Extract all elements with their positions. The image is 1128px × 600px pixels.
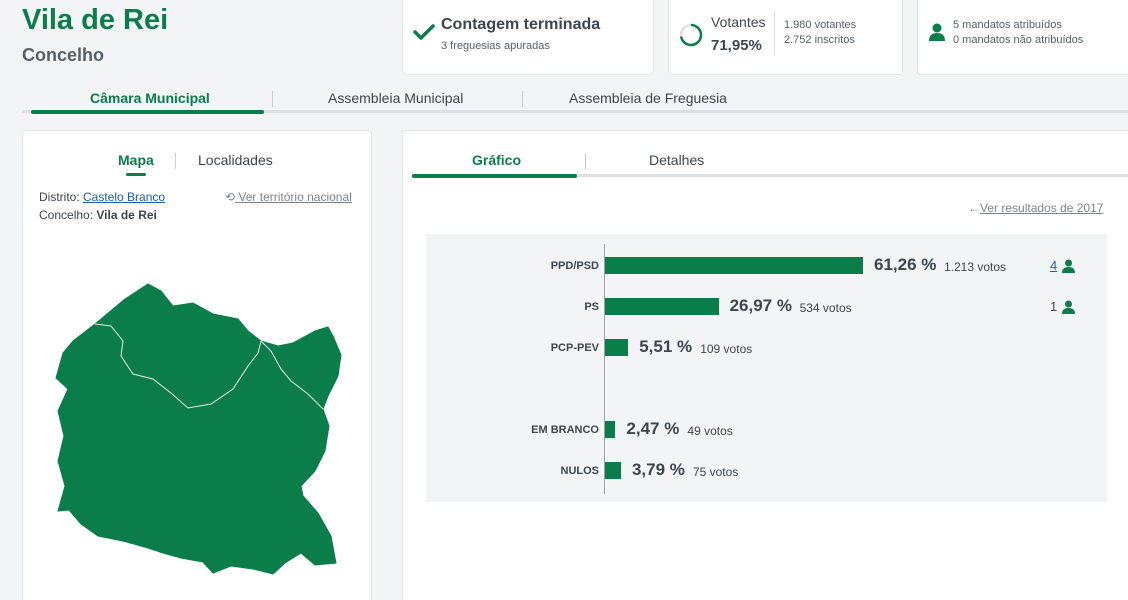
mandates-count-ppd-psd[interactable]: 4 [1050, 258, 1058, 273]
map-panel: Mapa Localidades Distrito: Castelo Branc… [22, 130, 372, 600]
status-title: Contagem terminada [441, 16, 601, 33]
tab-assembleia-municipal[interactable]: Assembleia Municipal [328, 90, 464, 106]
bar-ppd-psd [605, 257, 863, 274]
council-line: Concelho: Vila de Rei [39, 208, 157, 222]
percent-label-ps: 26,97 % [729, 296, 792, 315]
party-label-pcp-pev: PCP-PEV [550, 342, 599, 354]
subtab-separator [585, 153, 586, 169]
mandates-card: 5 mandatos atribuídos 0 mandatos não atr… [917, 0, 1128, 75]
person-icon [1062, 300, 1075, 314]
mandates-assigned: 5 mandatos atribuídos [953, 19, 1062, 31]
previous-results-link[interactable]: ←Ver resultados de 2017 [968, 201, 1103, 215]
voters-percent: 71,95% [711, 37, 762, 54]
party-label-ps: PS [584, 301, 599, 313]
status-card: Contagem terminada 3 freguesias apuradas [402, 0, 654, 75]
percent-label-pcp-pev: 5,51 % [639, 337, 693, 356]
municipality-map[interactable] [53, 281, 343, 576]
votes-label-ppd-psd: 1.213 votos [944, 260, 1007, 274]
mandates-count-ps: 1 [1050, 299, 1058, 314]
national-territory-label: Ver território nacional [238, 190, 352, 204]
status-subtitle: 3 freguesias apuradas [441, 40, 550, 52]
page-title: Vila de Rei [22, 4, 169, 36]
council-value: Vila de Rei [96, 208, 157, 222]
chart-area [426, 234, 1107, 502]
tab-assembleia-freguesia[interactable]: Assembleia de Freguesia [569, 90, 727, 106]
percent-label-ppd-psd: 61,26 % [874, 255, 937, 274]
party-label-em-branco: EM BRANCO [531, 424, 599, 436]
tab-localidades[interactable]: Localidades [198, 152, 273, 168]
district-label: Distrito: [39, 190, 80, 204]
tabs-divider [22, 110, 1128, 113]
votes-label-em-branco: 49 votos [687, 424, 733, 438]
percent-label-nulos: 3,79 % [631, 460, 685, 479]
voters-card: Votantes 71,95% 1.980 votantes 2.752 ins… [668, 0, 903, 75]
active-tab-indicator [31, 110, 264, 114]
active-subtab-indicator [412, 174, 577, 178]
divider [774, 11, 775, 55]
tab-camara-municipal[interactable]: Câmara Municipal [90, 90, 210, 106]
active-subtab-indicator [126, 173, 146, 176]
bar-ps [605, 298, 719, 315]
tab-mapa[interactable]: Mapa [118, 152, 154, 168]
tab-grafico[interactable]: Gráfico [472, 152, 522, 168]
votes-label-ps: 534 votos [799, 301, 852, 315]
registered-count: 2.752 inscritos [784, 34, 855, 46]
chart-axis [604, 244, 605, 494]
district-link[interactable]: Castelo Branco [83, 190, 166, 204]
council-label: Concelho: [39, 208, 94, 222]
person-icon [929, 23, 945, 41]
district-line: Distrito: Castelo Branco [39, 190, 165, 204]
bar-em-branco [605, 421, 616, 438]
national-territory-link[interactable]: ⟲ Ver território nacional [225, 190, 352, 204]
percent-label-em-branco: 2,47 % [626, 419, 680, 438]
subtabs-divider [412, 174, 1128, 177]
bar-nulos [605, 462, 621, 479]
voters-count: 1.980 votantes [784, 19, 857, 31]
map-region-fill [55, 283, 342, 575]
arrow-left-icon: ← [968, 201, 980, 215]
parish-border [260, 340, 324, 410]
check-icon [413, 24, 435, 40]
voters-label: Votantes [711, 14, 766, 30]
tab-detalhes[interactable]: Detalhes [649, 152, 705, 168]
votes-label-pcp-pev: 109 votos [700, 342, 753, 356]
parish-border [94, 323, 262, 409]
tab-separator [272, 91, 273, 107]
subtab-separator [175, 153, 176, 169]
mandates-unassigned: 0 mandatos não atribuídos [953, 34, 1084, 46]
votes-label-nulos: 75 votos [692, 465, 739, 479]
party-label-nulos: NULOS [560, 465, 600, 477]
turnout-ring-icon [679, 23, 703, 47]
bar-pcp-pev [605, 339, 629, 356]
party-label-ppd-psd: PPD/PSD [550, 260, 599, 272]
tab-separator [522, 91, 523, 107]
person-icon [1062, 259, 1075, 273]
undo-icon: ⟲ [225, 190, 236, 204]
page-subtitle: Concelho [22, 45, 105, 65]
previous-results-label: Ver resultados de 2017 [980, 201, 1104, 215]
